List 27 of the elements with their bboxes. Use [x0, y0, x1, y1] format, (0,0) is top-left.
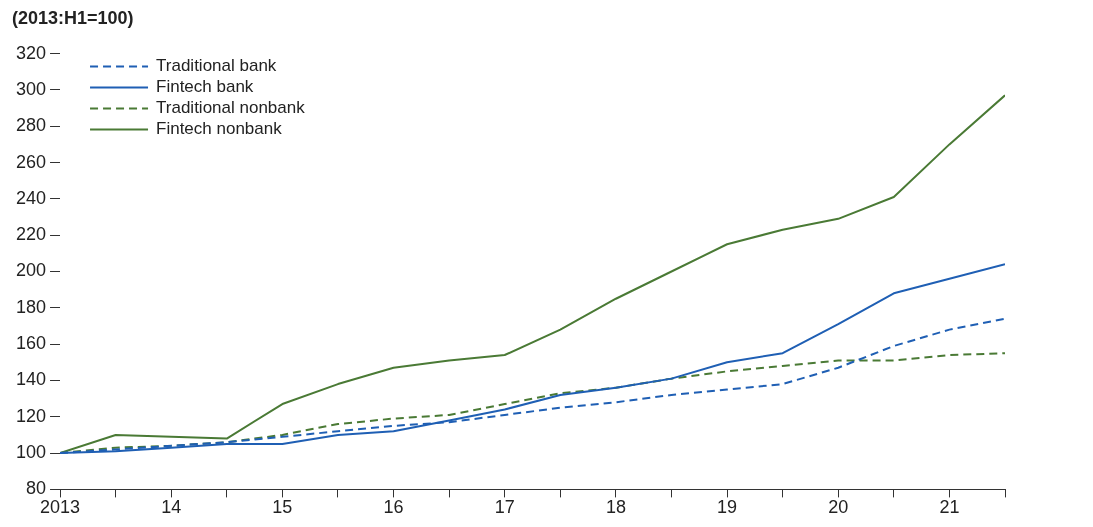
x-tick-label: 15 [272, 497, 293, 518]
x-tick-label: 14 [161, 497, 182, 518]
legend-label: Fintech bank [156, 77, 254, 97]
y-tick-label: 280 [15, 115, 47, 136]
legend-label: Traditional bank [156, 56, 277, 76]
x-tick-label: 2013 [40, 497, 81, 518]
y-tick-label: 140 [15, 369, 47, 390]
chart-subtitle: (2013:H1=100) [12, 7, 134, 28]
x-tick-label: 17 [494, 497, 515, 518]
y-tick-label: 260 [15, 151, 47, 172]
y-tick-label: 320 [15, 42, 47, 63]
y-tick-label: 240 [15, 187, 47, 208]
x-tick-label: 21 [939, 497, 960, 518]
x-tick-label: 16 [383, 497, 404, 518]
y-tick-label: 100 [15, 442, 47, 463]
y-tick-label: 180 [15, 296, 47, 317]
y-tick-label: 300 [15, 78, 47, 99]
y-tick-label: 80 [26, 478, 47, 499]
y-tick-label: 120 [15, 405, 47, 426]
x-tick-label: 18 [605, 497, 626, 518]
x-tick-label: 19 [717, 497, 738, 518]
legend-label: Traditional nonbank [156, 98, 306, 118]
y-tick-label: 220 [15, 224, 47, 245]
x-tick-label: 20 [828, 497, 849, 518]
y-tick-label: 200 [15, 260, 47, 281]
y-tick-label: 160 [15, 333, 47, 354]
legend-label: Fintech nonbank [156, 119, 283, 139]
